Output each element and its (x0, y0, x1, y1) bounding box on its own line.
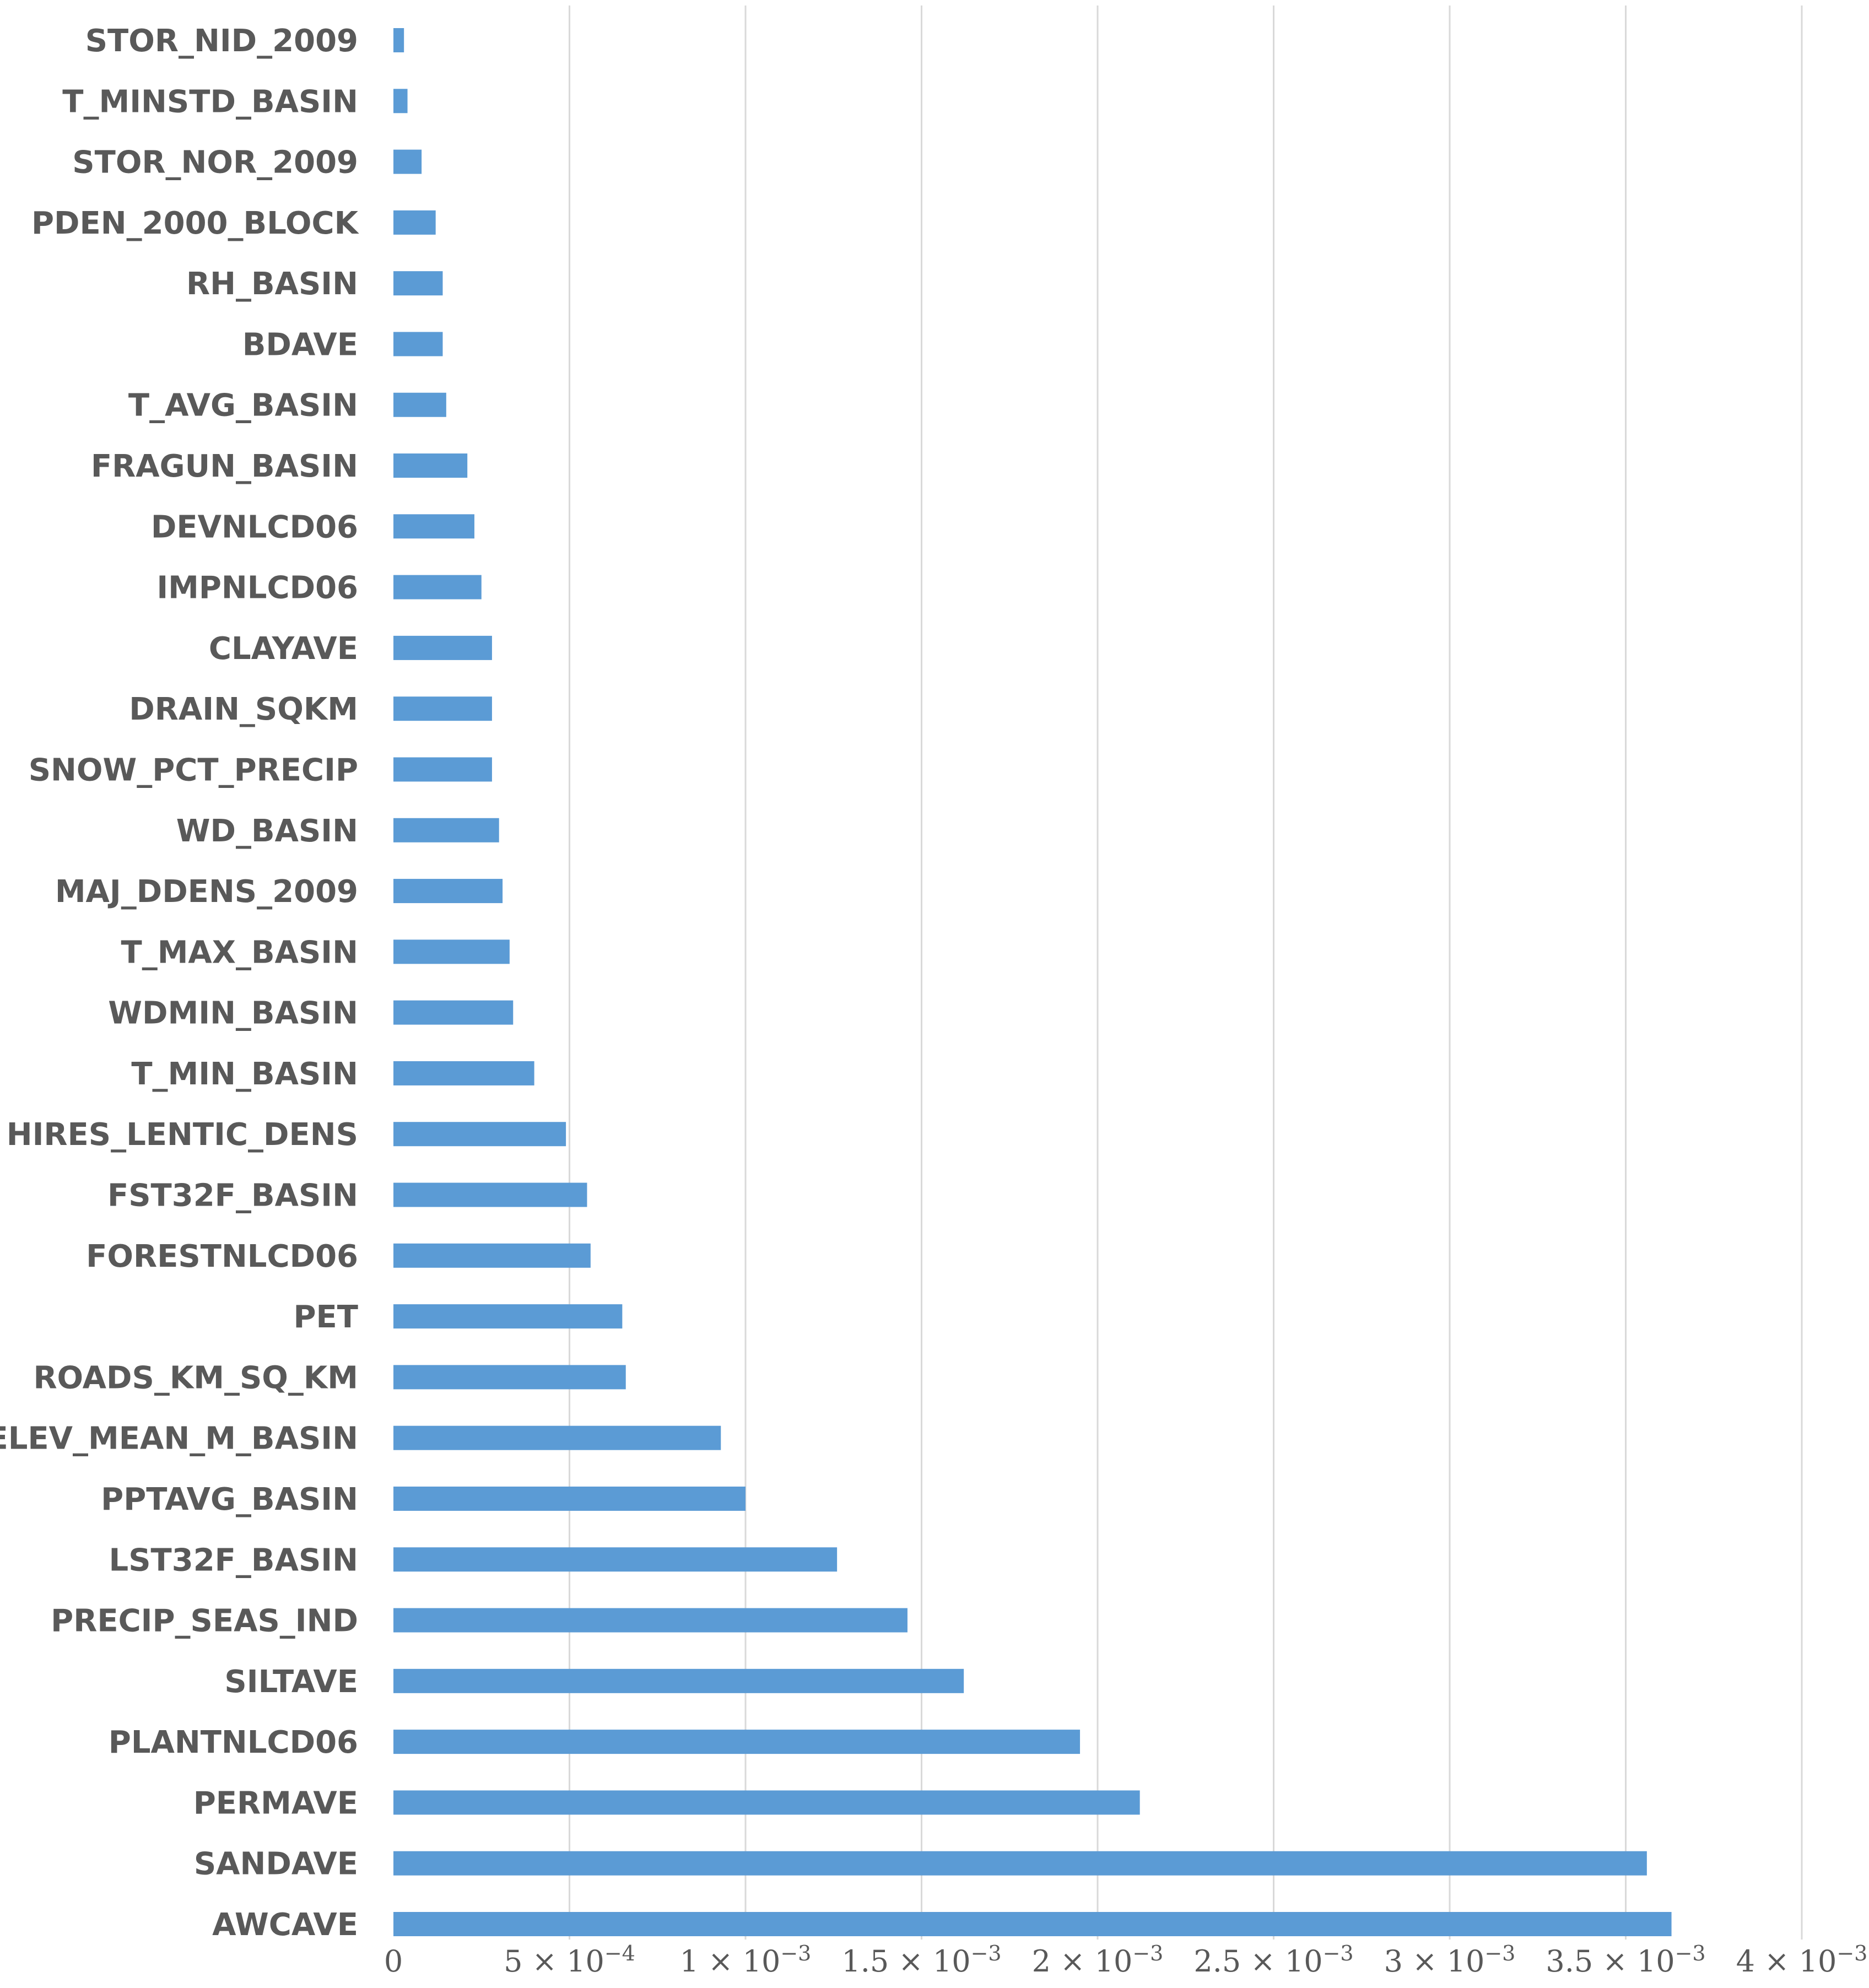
x-tick-label: 1 × 10−3 (680, 1941, 812, 1979)
category-label: T_MAX_BASIN (121, 934, 359, 970)
category-label: HIRES_LENTIC_DENS (7, 1117, 358, 1153)
bar (393, 879, 503, 904)
x-tick-label: 2 × 10−3 (1032, 1941, 1164, 1979)
category-label: PET (294, 1299, 359, 1335)
bar (393, 1425, 721, 1450)
bar (393, 514, 474, 539)
bar (393, 1486, 746, 1511)
category-label: PRECIP_SEAS_IND (51, 1603, 358, 1639)
category-label: DRAIN_SQKM (129, 692, 358, 727)
bar (393, 1182, 587, 1207)
bar (393, 1061, 534, 1085)
category-label: FST32F_BASIN (107, 1178, 358, 1214)
bar (393, 28, 404, 52)
bar (393, 1790, 1140, 1815)
category-label: SANDAVE (194, 1846, 358, 1882)
bar (393, 1243, 591, 1268)
category-label: MAJ_DDENS_2009 (55, 874, 358, 910)
category-label: WDMIN_BASIN (108, 996, 358, 1031)
bar (393, 453, 468, 478)
bar (393, 1000, 514, 1025)
category-label: RH_BASIN (186, 266, 358, 302)
category-label: LST32F_BASIN (109, 1542, 358, 1578)
category-label: PPTAVG_BASIN (101, 1482, 358, 1517)
bar (393, 757, 492, 782)
category-label: FRAGUN_BASIN (91, 449, 358, 484)
category-label: BDAVE (242, 327, 358, 363)
bar (393, 939, 510, 964)
bar (393, 1668, 964, 1693)
bar (393, 696, 492, 721)
category-label: SILTAVE (224, 1664, 358, 1700)
x-tick-label: 0 (384, 1944, 403, 1979)
category-label: ELEV_MEAN_M_BASIN (0, 1421, 358, 1457)
category-label: DEVNLCD06 (151, 509, 358, 545)
bars (393, 28, 1672, 1936)
category-label: STOR_NOR_2009 (72, 145, 358, 181)
bar (393, 1365, 626, 1390)
bar (393, 575, 482, 599)
category-label: CLAYAVE (209, 631, 358, 667)
category-label: PERMAVE (193, 1785, 358, 1821)
category-label: AWCAVE (212, 1907, 358, 1943)
bar (393, 332, 443, 356)
category-label: PDEN_2000_BLOCK (31, 206, 360, 241)
bar (393, 210, 436, 235)
category-label: IMPNLCD06 (156, 570, 358, 606)
category-label: WD_BASIN (176, 813, 358, 849)
x-axis-tick-labels: 0 5 × 10−4 1 × 10−3 1.5 × 10−3 2 × 10−3 2.5 ×… (384, 1941, 1868, 1979)
x-tick-label: 2.5 × 10−3 (1193, 1941, 1353, 1979)
bar (393, 818, 499, 842)
category-label: STOR_NID_2009 (85, 23, 358, 59)
category-label: ROADS_KM_SQ_KM (33, 1360, 358, 1396)
bar (393, 392, 446, 417)
category-label: T_AVG_BASIN (128, 388, 358, 424)
category-label: T_MIN_BASIN (131, 1056, 358, 1092)
gridlines (569, 6, 1803, 1940)
bar (393, 1730, 1081, 1754)
bar (393, 149, 422, 174)
x-tick-label: 3 × 10−3 (1384, 1941, 1516, 1979)
bar (393, 89, 408, 114)
x-tick-label: 3.5 × 10−3 (1546, 1941, 1705, 1979)
x-tick-label: 4 × 10−3 (1736, 1941, 1868, 1979)
category-label: PLANTNLCD06 (109, 1725, 358, 1760)
category-label: T_MINSTD_BASIN (62, 84, 358, 120)
bar (393, 635, 492, 660)
bar (393, 1304, 623, 1329)
x-tick-label: 5 × 10−4 (504, 1941, 635, 1979)
bar (393, 1912, 1672, 1936)
category-label: FORESTNLCD06 (86, 1239, 358, 1274)
bar (393, 271, 443, 296)
bar (393, 1851, 1647, 1876)
bar (393, 1122, 566, 1147)
bar (393, 1608, 908, 1633)
category-label: SNOW_PCT_PRECIP (29, 752, 358, 788)
category-labels: STOR_NID_2009 T_MINSTD_BASIN STOR_NOR_2009… (0, 23, 360, 1943)
x-tick-label: 1.5 × 10−3 (841, 1941, 1001, 1979)
bar (393, 1547, 838, 1572)
